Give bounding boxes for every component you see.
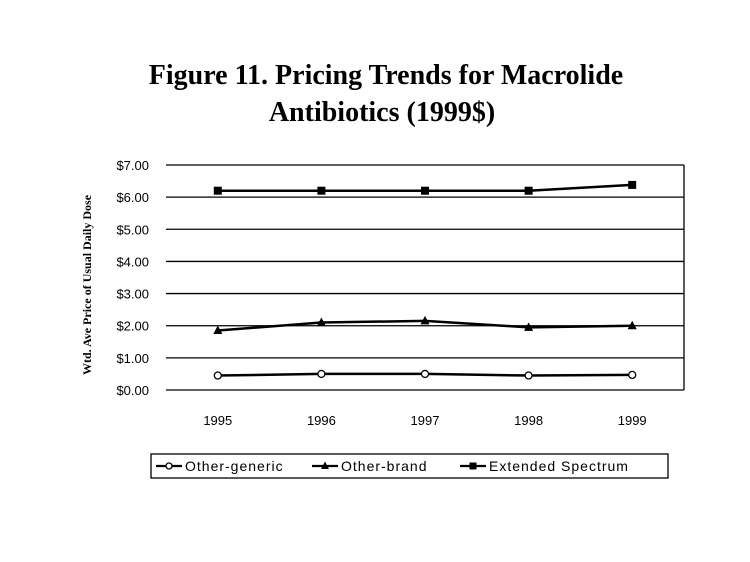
y-tick-label: $2.00 [116,319,149,334]
y-tick-label: $4.00 [116,254,149,269]
legend-marker [321,461,329,469]
legend-marker [165,462,173,470]
y-tick-label: $6.00 [116,190,149,205]
data-point [628,370,637,380]
x-tick-label: 1995 [203,413,232,428]
data-point [421,186,429,195]
legend-label: Other-brand [341,458,427,474]
series-line-segment [217,321,322,332]
series-line-segment [528,183,633,192]
series-other-brand [213,315,637,335]
data-point [317,186,326,195]
series-line-segment [528,373,633,377]
data-point [317,369,326,379]
data-point [213,186,222,195]
data-point [420,315,430,325]
legend-box [150,453,669,479]
series-line-segment [424,372,529,377]
data-point [316,317,326,326]
data-point [524,371,533,380]
chart-title-line2: Antibiotics (1999$) [269,97,495,128]
y-tick-labels: $0.00 $1.00 $2.00 $3.00 $4.00 $5.00 $6.00 $7.00 [116,158,149,398]
y-tick-label: $0.00 [116,383,149,398]
y-tick-label: $5.00 [116,222,149,237]
data-point [420,369,430,379]
data-point [213,371,222,380]
data-point [524,322,534,331]
data-point [524,186,533,195]
y-tick-label: $7.00 [116,158,149,173]
series-extended-spectrum [213,180,637,195]
series-other-generic [213,369,637,380]
x-tick-labels: 1995 1996 1997 1998 1999 [203,413,646,428]
legend: Other-generic Other-brand Extended Spectru… [150,453,669,479]
legend-item: Other-generic [156,458,284,474]
series-line-segment [217,372,322,377]
series-line-segment [424,319,529,329]
chart-title-line1: Figure 11. Pricing Trends for Macrolide [149,60,623,91]
legend-item: Extended Spectrum [460,458,629,474]
x-tick-label: 1999 [618,413,647,428]
legend-item: Other-brand [312,458,427,474]
series-line-segment [321,319,426,324]
y-tick-label: $3.00 [116,287,149,302]
x-tick-label: 1997 [411,413,440,428]
legend-marker [469,462,477,470]
series-group [213,180,637,380]
x-tick-label: 1998 [514,413,543,428]
data-point [627,320,637,330]
y-axis-label: Wtd. Ave Price of Usual Daily Dose [80,194,94,375]
legend-label: Other-generic [185,458,284,474]
legend-label: Extended Spectrum [489,458,629,474]
data-point [213,325,223,335]
series-line-segment [528,324,633,329]
gridlines [166,164,685,391]
y-tick-label: $1.00 [116,351,149,366]
x-tick-label: 1996 [307,413,336,428]
data-point [628,180,637,189]
